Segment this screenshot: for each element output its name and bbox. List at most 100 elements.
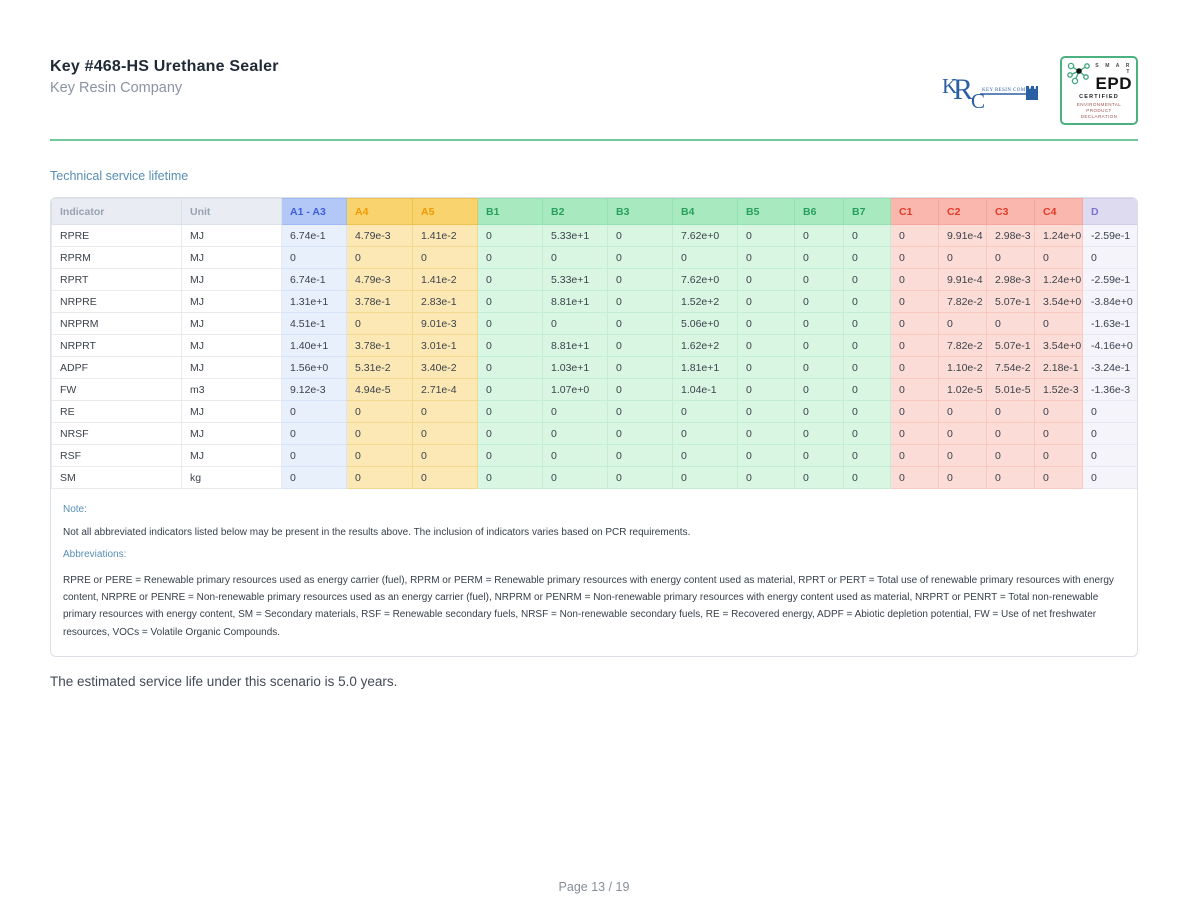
value-cell: 1.24e+0: [1034, 224, 1083, 248]
value-cell: 0: [890, 400, 939, 424]
value-cell: 0: [607, 466, 673, 490]
value-cell: 0: [794, 312, 844, 336]
value-cell: 0: [794, 224, 844, 248]
value-cell: 7.82e-2: [938, 290, 987, 314]
epd-smart-text: S M A R T: [1095, 62, 1132, 75]
indicator-cell: RPRT: [51, 268, 182, 292]
value-cell: 1.02e-5: [938, 378, 987, 402]
smart-epd-badge: S M A R T EPD CERTIFIED ENVIRONMENTAL PR…: [1060, 56, 1138, 126]
value-cell: 0: [843, 466, 891, 490]
column-header-b5: B5: [737, 198, 795, 226]
value-cell: 0: [986, 400, 1035, 424]
value-cell: 0: [477, 268, 543, 292]
column-header-indicator: Indicator: [51, 198, 182, 226]
value-cell: 0: [607, 400, 673, 424]
value-cell: 0: [477, 224, 543, 248]
column-header-a1-a3: A1 - A3: [281, 198, 347, 226]
value-cell: 0: [607, 312, 673, 336]
value-cell: 0: [1082, 246, 1137, 270]
value-cell: 0: [1034, 312, 1083, 336]
value-cell: 0: [672, 400, 738, 424]
value-cell: 0: [542, 466, 608, 490]
value-cell: 1.10e-2: [938, 356, 987, 380]
epd-certified-text: CERTIFIED: [1079, 94, 1119, 100]
value-cell: 1.81e+1: [672, 356, 738, 380]
value-cell: 0: [737, 444, 795, 468]
value-cell: 0: [938, 246, 987, 270]
value-cell: 4.79e-3: [346, 268, 413, 292]
value-cell: 0: [794, 356, 844, 380]
svg-text:K: K: [942, 74, 957, 98]
indicator-table-container: Indicator Unit A1 - A3 A4 A5 B1 B2 B3 B4 B5 B6 B7 C1…: [50, 197, 1138, 657]
value-cell: 0: [737, 400, 795, 424]
table-row: RPRT MJ 6.74e-1 4.79e-3 1.41e-2 0 5.33e+1 0 7.62…: [51, 268, 1137, 292]
company-subtitle: Key Resin Company: [50, 80, 183, 96]
table-row: SM kg 0 0 0 0 0 0 0 0 0 0 0 0 0 0 0: [51, 466, 1137, 490]
table-row: ADPF MJ 1.56e+0 5.31e-2 3.40e-2 0 1.03e+1 0 1.81…: [51, 356, 1137, 380]
value-cell: 3.78e-1: [346, 290, 413, 314]
value-cell: 0: [794, 290, 844, 314]
value-cell: 8.81e+1: [542, 290, 608, 314]
note-area: Note: Not all abbreviated indicators lis…: [51, 489, 1137, 656]
value-cell: -2.59e-1: [1082, 224, 1137, 248]
unit-cell: MJ: [181, 290, 282, 314]
value-cell: 0: [1034, 466, 1083, 490]
indicator-cell: RPRM: [51, 246, 182, 270]
value-cell: 0: [412, 400, 478, 424]
service-life-text: The estimated service life under this sc…: [50, 673, 398, 689]
value-cell: 0: [477, 356, 543, 380]
value-cell: 0: [477, 422, 543, 446]
table-row: RE MJ 0 0 0 0 0 0 0 0 0 0 0 0 0 0 0: [51, 400, 1137, 424]
value-cell: 0: [477, 290, 543, 314]
column-header-b3: B3: [607, 198, 673, 226]
value-cell: 3.54e+0: [1034, 290, 1083, 314]
value-cell: 2.83e-1: [412, 290, 478, 314]
value-cell: 0: [737, 466, 795, 490]
value-cell: 5.07e-1: [986, 290, 1035, 314]
value-cell: 0: [607, 378, 673, 402]
value-cell: 1.41e-2: [412, 224, 478, 248]
table-header: Indicator Unit A1 - A3 A4 A5 B1 B2 B3 B4 B5 B6 B7 C1…: [51, 198, 1137, 226]
value-cell: 9.91e-4: [938, 224, 987, 248]
value-cell: 0: [477, 246, 543, 270]
value-cell: 0: [477, 466, 543, 490]
value-cell: 0: [477, 334, 543, 358]
column-header-c1: C1: [890, 198, 939, 226]
value-cell: 5.01e-5: [986, 378, 1035, 402]
value-cell: -1.63e-1: [1082, 312, 1137, 336]
table-row: NRPRE MJ 1.31e+1 3.78e-1 2.83e-1 0 8.81e+1 0 1.5…: [51, 290, 1137, 314]
page-number: Page 13 / 19: [558, 880, 630, 894]
table-body: RPRE MJ 6.74e-1 4.79e-3 1.41e-2 0 5.33e+1 0 7.62…: [51, 224, 1137, 490]
value-cell: 0: [412, 422, 478, 446]
value-cell: 0: [346, 444, 413, 468]
indicator-cell: NRSF: [51, 422, 182, 446]
indicator-cell: ADPF: [51, 356, 182, 380]
value-cell: 0: [843, 444, 891, 468]
value-cell: 0: [737, 246, 795, 270]
value-cell: 0: [607, 422, 673, 446]
value-cell: 0: [890, 444, 939, 468]
value-cell: 0: [794, 466, 844, 490]
value-cell: 0: [890, 334, 939, 358]
table-row: FW m3 9.12e-3 4.94e-5 2.71e-4 0 1.07e+0 0 1.04e-…: [51, 378, 1137, 402]
value-cell: 0: [607, 246, 673, 270]
value-cell: 2.71e-4: [412, 378, 478, 402]
document-header: Key #468-HS Urethane Sealer Key Resin Co…: [50, 56, 1138, 126]
value-cell: 7.54e-2: [986, 356, 1035, 380]
indicator-cell: RPRE: [51, 224, 182, 248]
value-cell: 0: [843, 400, 891, 424]
value-cell: 0: [890, 268, 939, 292]
column-header-unit: Unit: [181, 198, 282, 226]
value-cell: 3.54e+0: [1034, 334, 1083, 358]
value-cell: 0: [890, 224, 939, 248]
value-cell: 0: [794, 268, 844, 292]
value-cell: 0: [737, 268, 795, 292]
value-cell: 0: [890, 312, 939, 336]
value-cell: 1.56e+0: [281, 356, 347, 380]
value-cell: 1.52e-3: [1034, 378, 1083, 402]
value-cell: 6.74e-1: [281, 268, 347, 292]
note-label: Note:: [63, 504, 87, 516]
value-cell: 2.98e-3: [986, 224, 1035, 248]
value-cell: 0: [607, 268, 673, 292]
value-cell: 0: [794, 444, 844, 468]
